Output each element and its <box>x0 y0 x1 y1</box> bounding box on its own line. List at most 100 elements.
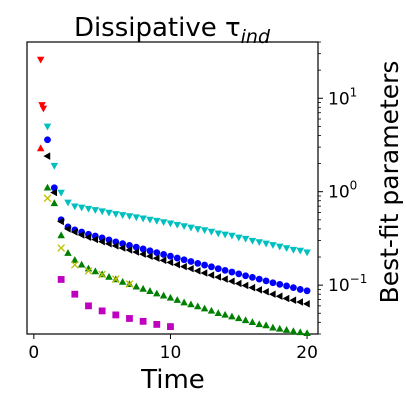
data-point <box>166 220 175 228</box>
data-point <box>139 317 147 325</box>
data-point <box>214 265 222 273</box>
data-point <box>289 246 298 254</box>
data-point <box>296 328 304 336</box>
data-point <box>70 260 79 269</box>
data-point <box>194 226 202 233</box>
data-point <box>208 263 215 271</box>
data-point <box>235 314 243 322</box>
data-point <box>57 217 64 226</box>
data-point <box>241 316 250 324</box>
data-point <box>255 275 263 283</box>
data-point <box>126 315 133 322</box>
data-point <box>98 208 106 216</box>
data-point <box>221 231 229 239</box>
data-point <box>111 275 120 283</box>
data-point <box>187 258 195 265</box>
data-point <box>111 242 119 250</box>
data-point <box>276 280 284 288</box>
data-point <box>98 270 107 279</box>
data-point <box>228 268 236 276</box>
data-points <box>36 56 311 337</box>
data-point <box>63 225 71 233</box>
data-point <box>207 228 216 236</box>
data-point <box>269 242 277 249</box>
data-point <box>282 245 291 253</box>
chart-title-subscript: ind <box>241 26 271 48</box>
data-point <box>91 207 100 214</box>
data-point <box>57 231 65 239</box>
data-point <box>85 302 92 310</box>
data-point <box>112 311 120 319</box>
chart-title: Dissipative τind <box>74 13 271 48</box>
data-point <box>112 211 120 218</box>
data-point <box>228 232 236 240</box>
data-point <box>200 304 209 312</box>
data-point <box>290 284 297 292</box>
data-point <box>153 289 161 297</box>
data-point <box>187 300 195 308</box>
data-point <box>296 298 303 306</box>
data-point <box>105 209 113 217</box>
data-point <box>153 321 161 328</box>
data-point <box>39 105 48 113</box>
data-point <box>77 260 86 268</box>
chart-title-main: Dissipative τ <box>74 13 241 43</box>
data-point <box>255 239 263 247</box>
data-point <box>303 249 311 257</box>
data-point <box>84 233 92 242</box>
data-point <box>241 281 249 290</box>
data-point <box>296 247 304 255</box>
data-point <box>118 212 127 219</box>
data-point <box>275 292 283 301</box>
data-point <box>242 272 249 280</box>
data-point <box>194 259 202 267</box>
data-point <box>173 260 181 269</box>
data-point <box>186 264 194 273</box>
data-point <box>249 274 256 281</box>
data-point <box>153 249 161 256</box>
data-point <box>70 228 78 236</box>
data-point <box>221 275 228 283</box>
data-point <box>282 294 290 303</box>
data-point <box>166 258 174 267</box>
y-axis-label: Best-fit parameters <box>375 61 404 304</box>
plot-frame <box>26 41 319 335</box>
data-point <box>91 235 99 244</box>
data-point <box>98 307 106 315</box>
data-point <box>50 199 59 207</box>
data-point <box>64 249 72 256</box>
data-point <box>201 261 209 269</box>
data-point <box>43 194 52 203</box>
data-point <box>38 102 46 109</box>
data-point <box>248 237 257 245</box>
data-point <box>282 326 291 333</box>
data-point <box>214 309 223 316</box>
data-point <box>159 219 168 226</box>
data-point <box>44 136 51 144</box>
data-point <box>214 273 221 281</box>
data-point <box>289 327 298 335</box>
data-point <box>159 291 168 299</box>
data-point <box>221 310 229 318</box>
data-point <box>173 221 182 229</box>
data-point <box>235 270 243 278</box>
data-point <box>91 267 100 275</box>
data-point <box>207 306 216 314</box>
x-tick-label: 0 <box>28 343 39 363</box>
data-point <box>105 272 113 280</box>
data-point <box>303 329 311 337</box>
data-point <box>71 256 79 263</box>
data-point <box>228 312 236 320</box>
data-point <box>241 235 250 243</box>
data-point <box>180 223 188 231</box>
data-point <box>125 213 134 221</box>
data-point <box>43 152 51 160</box>
data-point <box>248 318 257 326</box>
data-point <box>139 250 146 258</box>
data-point <box>262 240 270 248</box>
data-point <box>36 144 45 152</box>
data-point <box>200 269 208 277</box>
data-point <box>302 300 310 308</box>
data-point <box>57 189 65 197</box>
data-point <box>146 216 154 224</box>
